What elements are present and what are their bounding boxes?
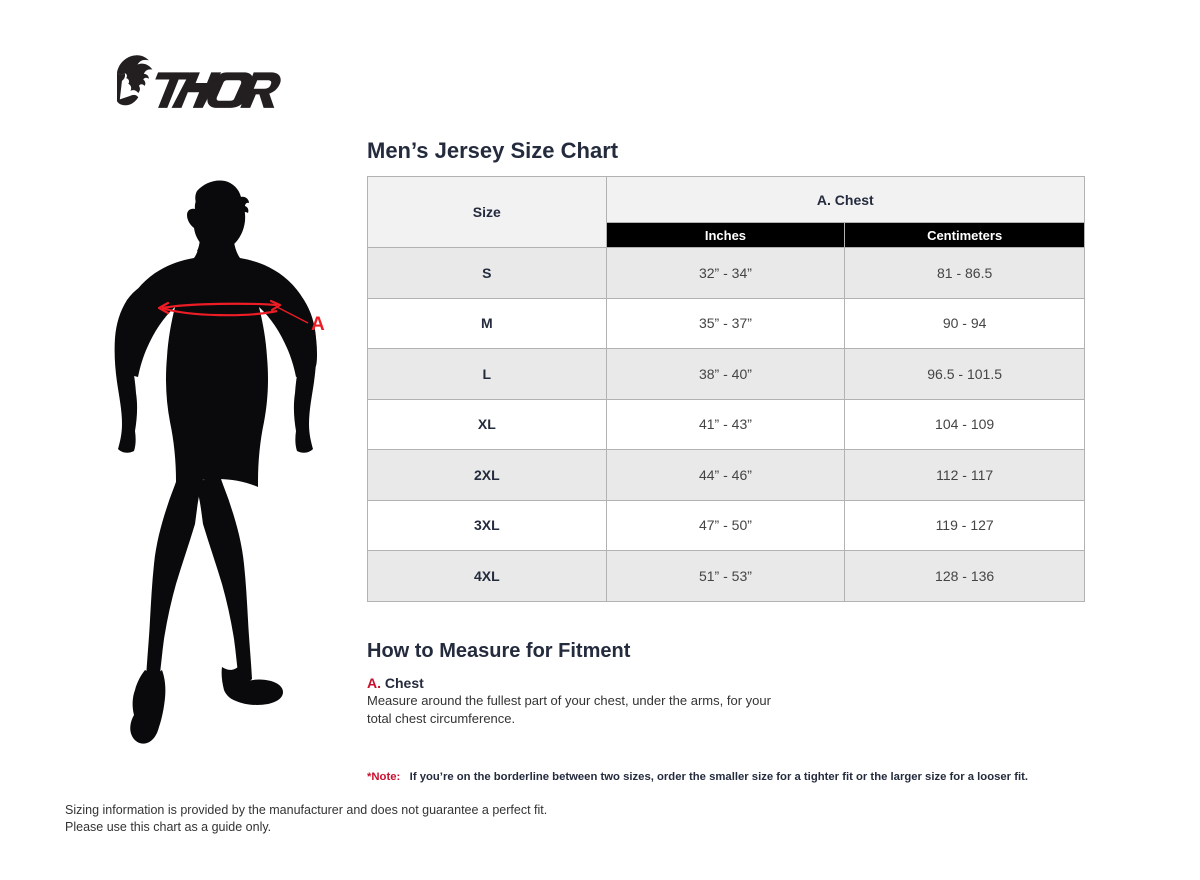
svg-text:A: A — [311, 314, 325, 335]
